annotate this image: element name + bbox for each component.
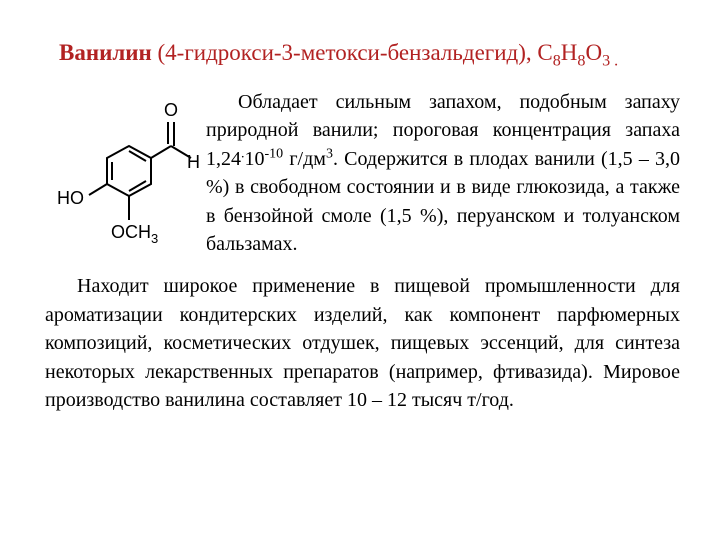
formula-c-sub: 8 — [553, 53, 561, 70]
page: Ванилин (4-гидрокси-3-метокси-бензальдег… — [0, 0, 720, 444]
paragraph-2: Находит широкое применение в пищевой про… — [45, 272, 680, 414]
structure-diagram: O H HO OCH3 — [55, 92, 200, 257]
label-och3: OCH3 — [111, 222, 158, 246]
label-h-aldehyde: H — [187, 152, 200, 172]
label-ho: HO — [57, 188, 84, 208]
vanillin-structure-icon: O H HO OCH3 — [55, 92, 200, 257]
top-block: O H HO OCH3 Обладает сильным запахом, по… — [55, 88, 680, 258]
formula-h: Н — [561, 40, 578, 65]
iupac-name: (4-гидрокси-3-метокси-бензальдегид), — [158, 40, 532, 65]
formula-c: С — [537, 40, 552, 65]
formula-o-sub: 3 . — [602, 53, 618, 70]
label-o-carbonyl: O — [164, 100, 178, 120]
formula-o: О — [585, 40, 602, 65]
compound-name: Ванилин — [59, 40, 152, 65]
molecular-formula: С8Н8О3 . — [537, 40, 618, 65]
title-line: Ванилин (4-гидрокси-3-метокси-бензальдег… — [59, 40, 680, 66]
